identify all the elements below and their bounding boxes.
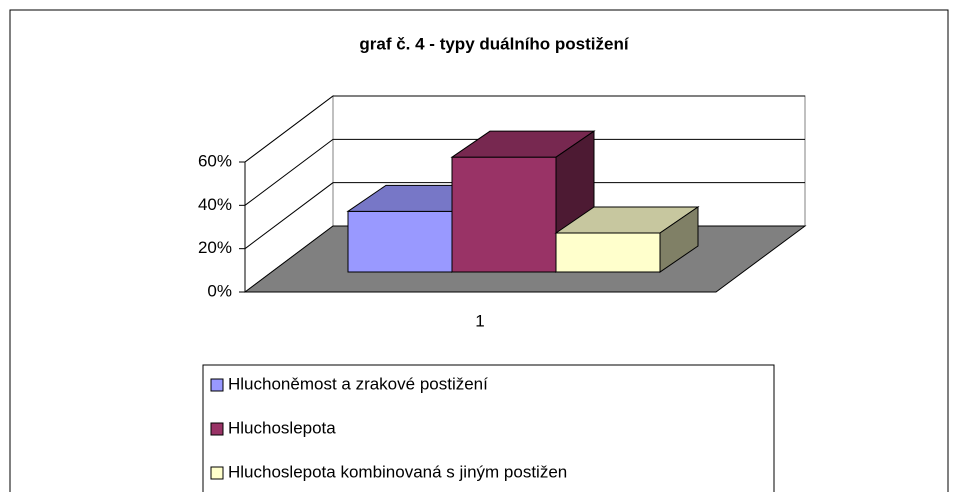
y-tick-label: 0% bbox=[207, 281, 232, 300]
bar-front bbox=[451, 156, 557, 273]
legend-swatch bbox=[210, 422, 224, 436]
grid-line bbox=[244, 138, 805, 206]
x-tick-label: 1 bbox=[475, 311, 484, 330]
legend-box bbox=[202, 364, 775, 497]
legend-label: Hluchoslepota kombinovaná s jiným postiž… bbox=[228, 462, 567, 481]
y-tick-label: 20% bbox=[198, 238, 232, 257]
grid-line bbox=[244, 182, 805, 250]
bar-side bbox=[659, 206, 699, 273]
legend-swatch bbox=[210, 378, 224, 392]
legend-swatch bbox=[210, 466, 224, 480]
chart-title: graf č. 4 - typy duálního postižení bbox=[359, 34, 629, 53]
grid-line bbox=[244, 95, 805, 163]
bar-front bbox=[347, 210, 453, 273]
bar-front bbox=[555, 232, 661, 273]
legend-label: Hluchoslepota bbox=[228, 418, 336, 437]
y-tick-label: 40% bbox=[198, 195, 232, 214]
y-tick-label: 60% bbox=[198, 151, 232, 170]
legend-label: Hluchoněmost a zrakové postižení bbox=[228, 374, 488, 393]
